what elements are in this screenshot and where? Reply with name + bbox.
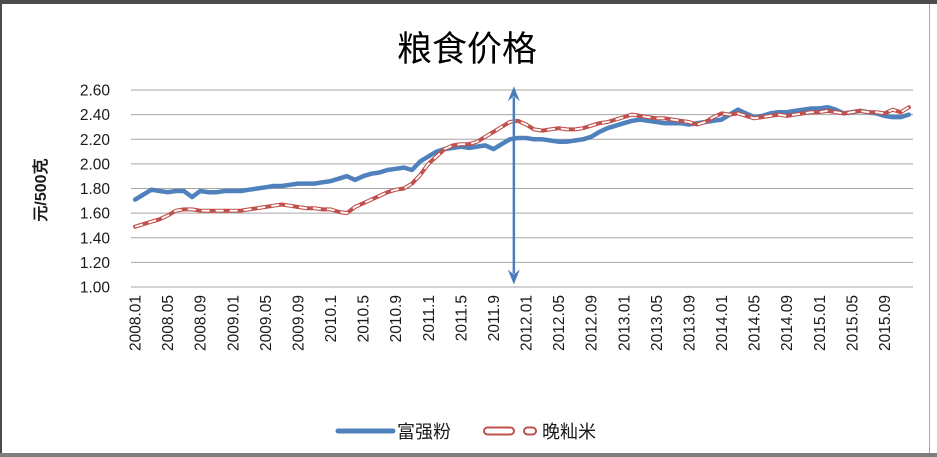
y-tick-label-1.40: 1.40	[80, 230, 111, 247]
x-tick-label-2010.5: 2010.5	[356, 295, 373, 342]
x-tick-label-2013.01: 2013.01	[616, 295, 633, 351]
y-tick-label-2.20: 2.20	[80, 132, 111, 149]
x-tick-label-2014.01: 2014.01	[714, 295, 731, 351]
x-tick-label-2013.09: 2013.09	[681, 295, 698, 351]
x-tick-label-2011.5: 2011.5	[453, 295, 470, 341]
legend-label-wanxianmi: 晚籼米	[542, 422, 596, 442]
x-tick-labels-group: 2008.01 2008.05 2008.09 2009.01 2009.05 2009.…	[128, 295, 894, 351]
x-tick-label-2011.9: 2011.9	[486, 295, 503, 341]
legend-marker-wanxianmi-dash-short	[523, 426, 537, 436]
bottom-border-rule	[0, 453, 937, 457]
top-border-rule	[0, 0, 937, 4]
x-tick-label-2011.1: 2011.1	[421, 295, 438, 341]
series-line-wanxianmi-dash-core	[134, 106, 910, 228]
x-tick-label-2009.05: 2009.05	[258, 295, 275, 351]
legend: 富强粉 晚籼米	[335, 422, 596, 442]
y-tick-label-1.80: 1.80	[80, 181, 111, 198]
x-tick-label-2012.01: 2012.01	[519, 295, 536, 351]
x-tick-label-2015.01: 2015.01	[812, 295, 829, 351]
chart-title: 粮食价格	[397, 30, 537, 69]
y-tick-labels-group: 2.60 2.40 2.20 2.00 1.80 1.60 1.40 1.20 1.00	[80, 83, 111, 297]
x-tick-label-2014.05: 2014.05	[747, 295, 764, 351]
x-tick-label-2008.09: 2008.09	[193, 295, 210, 351]
left-border-rule	[0, 0, 2, 457]
x-tick-label-2012.09: 2012.09	[584, 295, 601, 351]
y-tick-label-2.40: 2.40	[80, 107, 111, 124]
series-line-fuqiangfen	[132, 104, 912, 202]
x-tick-label-2015.05: 2015.05	[844, 295, 861, 351]
y-tick-label-2.00: 2.00	[80, 156, 111, 173]
x-tick-label-2008.01: 2008.01	[128, 295, 145, 351]
annotation-group	[507, 86, 520, 285]
range-arrow-head-top-icon	[507, 86, 520, 102]
x-tick-label-2008.05: 2008.05	[160, 295, 177, 351]
x-tick-label-2009.09: 2009.09	[290, 295, 307, 351]
y-tick-label-2.60: 2.60	[80, 83, 111, 100]
series-group	[132, 104, 912, 229]
y-tick-label-1.00: 1.00	[80, 280, 111, 297]
y-tick-label-1.20: 1.20	[80, 255, 111, 272]
x-tick-label-2009.01: 2009.01	[225, 295, 242, 351]
x-tick-label-2014.09: 2014.09	[779, 295, 796, 351]
x-tick-label-2015.09: 2015.09	[877, 295, 894, 351]
y-axis-title: 元/500克	[31, 158, 50, 221]
x-tick-label-2012.05: 2012.05	[551, 295, 568, 351]
y-tick-label-1.60: 1.60	[80, 206, 111, 223]
legend-label-fuqiangfen: 富强粉	[397, 422, 451, 442]
x-tick-label-2010.1: 2010.1	[323, 295, 340, 342]
legend-marker-wanxianmi-dash-long	[483, 426, 515, 436]
x-tick-label-2013.05: 2013.05	[649, 295, 666, 351]
range-arrow-head-bottom-icon	[507, 269, 520, 285]
right-border-rule	[929, 4, 930, 453]
x-tick-label-2010.9: 2010.9	[388, 295, 405, 342]
